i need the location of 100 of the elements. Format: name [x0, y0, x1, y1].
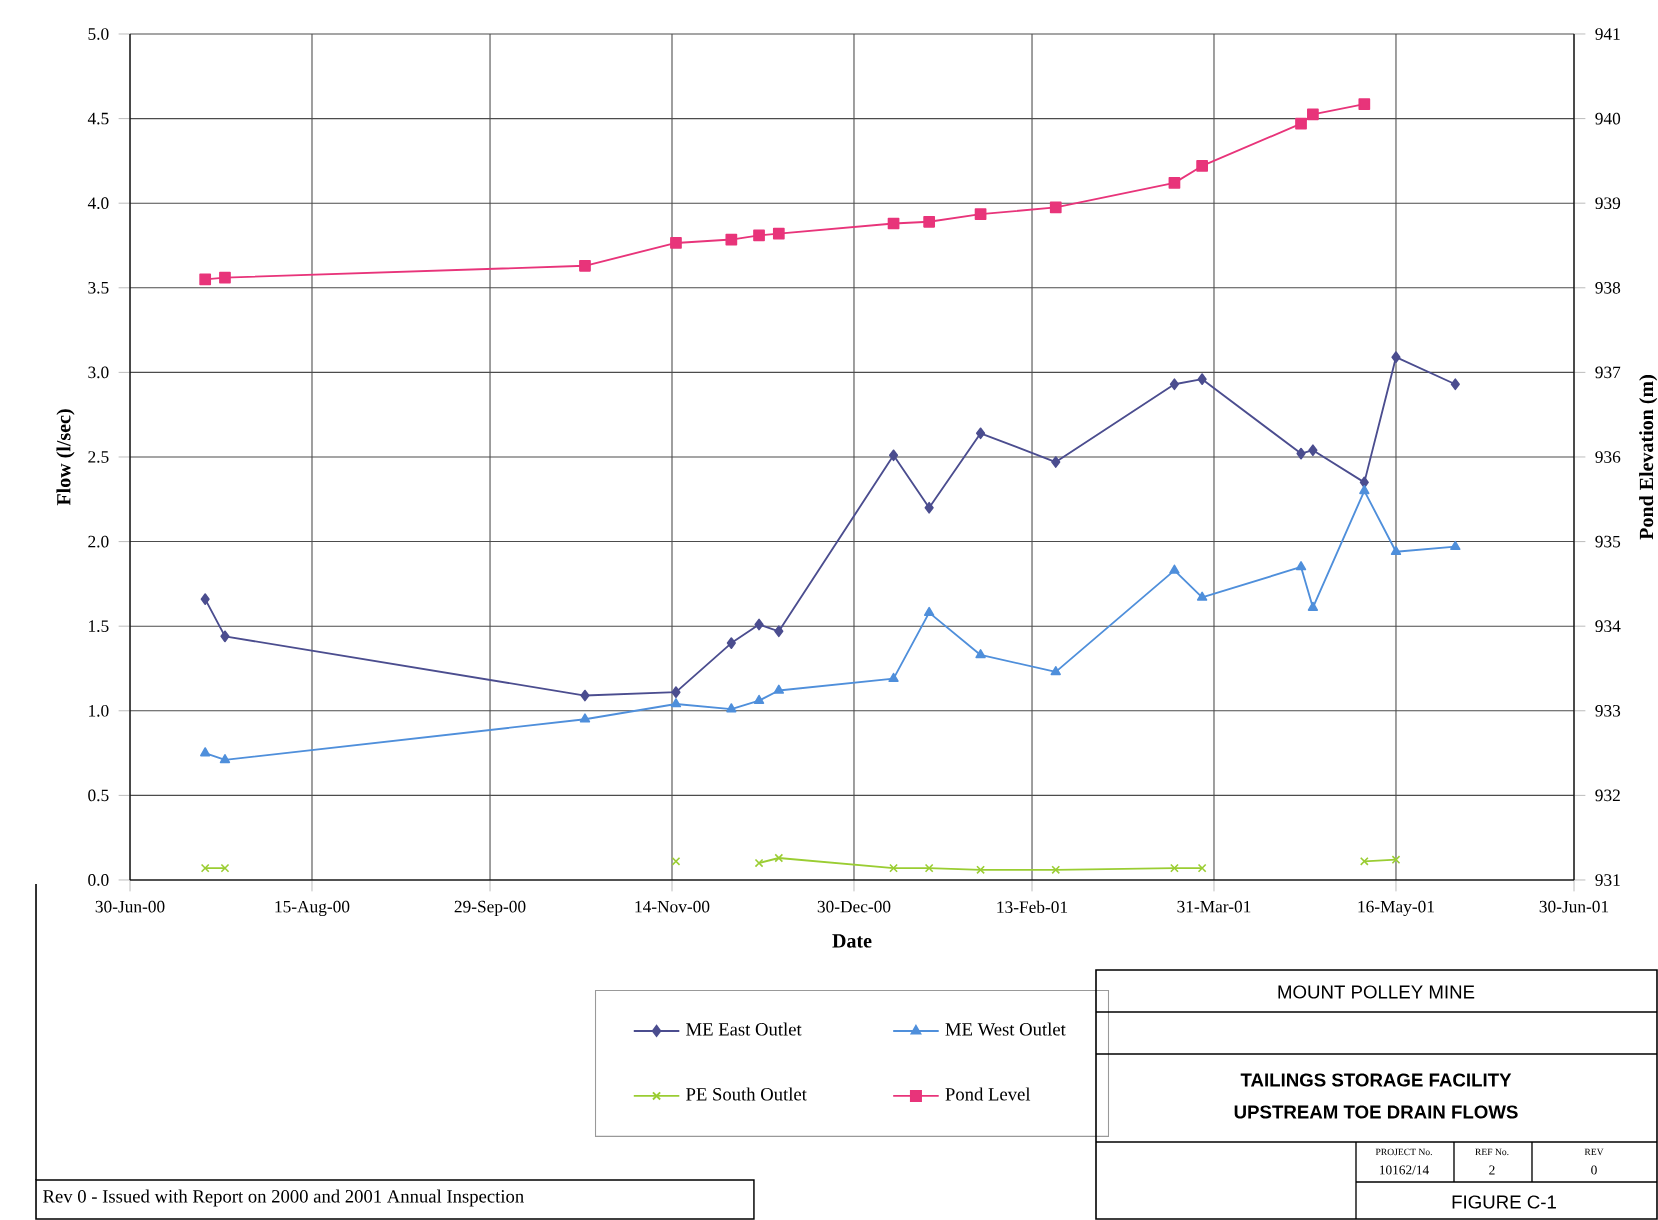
y2-tick-label: 933 — [1595, 704, 1621, 717]
y2-axis-title: Pond Elevation (m) — [1639, 375, 1658, 540]
point — [1295, 561, 1307, 571]
y-tick-label: 4.0 — [87, 197, 109, 210]
y-tick-label: 2.5 — [88, 451, 109, 463]
point — [1295, 117, 1307, 130]
point — [887, 217, 900, 230]
point — [671, 686, 681, 699]
point — [199, 747, 211, 757]
point — [1296, 447, 1306, 460]
point — [726, 703, 737, 713]
y-tick-label: 3.5 — [88, 281, 109, 294]
legend-label: ME West Outlet — [945, 1022, 1066, 1036]
text: MOUNT POLLEY MINE — [1278, 985, 1475, 999]
point — [1197, 373, 1207, 386]
x-tick-label: 16-May-01 — [1358, 900, 1434, 917]
point — [1359, 484, 1370, 495]
x-axis-title: Date — [832, 934, 872, 948]
point — [754, 858, 764, 868]
y-tick-label: 5.0 — [88, 28, 109, 40]
x-tick-label: 30-Dec-00 — [817, 900, 891, 913]
y-axis-title: Flow (l/sec) — [56, 409, 75, 506]
point — [1197, 863, 1207, 873]
y2-tick-label: 935 — [1595, 535, 1621, 548]
legend-label: Pond Level — [945, 1087, 1031, 1101]
x-tick-label: 29-Sep-00 — [454, 900, 526, 916]
point — [670, 237, 682, 249]
point — [1307, 601, 1319, 611]
point — [1390, 545, 1402, 556]
y-tick-label: 3.0 — [88, 366, 109, 379]
y-tick-label: 1.0 — [89, 704, 109, 717]
legend-label: PE South Outlet — [686, 1087, 807, 1101]
y2-tick-label: 937 — [1595, 366, 1621, 379]
point — [200, 593, 210, 605]
point — [1450, 540, 1461, 550]
x-tick-label: 30-Jun-00 — [95, 900, 165, 913]
point — [1051, 865, 1061, 875]
y-tick-label: 0.0 — [88, 874, 109, 886]
text: TAILINGS STORAGE FACILITY — [1240, 1073, 1512, 1087]
point — [670, 698, 682, 708]
point — [1168, 177, 1181, 189]
y2-tick-label: 941 — [1595, 28, 1620, 40]
point — [219, 271, 231, 284]
point — [220, 630, 230, 643]
point — [1391, 351, 1401, 364]
y-tick-label: 0.5 — [88, 789, 109, 802]
y2-tick-label: 931 — [1595, 874, 1620, 886]
point — [754, 618, 764, 631]
y2-tick-label: 932 — [1595, 789, 1620, 802]
point — [975, 427, 986, 440]
point — [1169, 378, 1180, 391]
point — [753, 229, 765, 242]
x-tick-label: 14-Nov-00 — [635, 900, 710, 913]
point — [772, 227, 785, 240]
x-tick-label: 15-Aug-00 — [275, 900, 350, 917]
point — [888, 672, 899, 682]
point — [671, 856, 681, 866]
point — [774, 853, 784, 863]
y2-tick-label: 936 — [1595, 451, 1621, 463]
text: FIGURE C-1 — [1452, 1195, 1556, 1209]
point — [1196, 591, 1208, 601]
point — [924, 501, 934, 514]
point — [726, 637, 736, 649]
point — [975, 649, 986, 659]
point — [1308, 444, 1318, 457]
y2-tick-label: 939 — [1595, 197, 1621, 209]
point — [889, 863, 898, 873]
x-tick-label: 13-Feb-01 — [997, 900, 1068, 913]
point — [1169, 564, 1180, 574]
y2-tick-label: 934 — [1595, 620, 1621, 632]
point — [888, 449, 899, 462]
point — [773, 684, 784, 694]
point — [219, 753, 231, 764]
legend-label: ME East Outlet — [686, 1022, 802, 1036]
point — [580, 689, 590, 702]
point — [1196, 160, 1208, 172]
point — [753, 694, 765, 704]
point — [1307, 108, 1319, 121]
text: UPSTREAM TOE DRAIN FLOWS — [1234, 1105, 1518, 1119]
point — [725, 233, 738, 246]
point — [974, 208, 987, 221]
text: Rev 0 - Issued with Report on 2000 and 2001 Annual Inspection — [43, 1189, 524, 1207]
y2-tick-label: 940 — [1595, 112, 1621, 125]
point — [923, 215, 936, 228]
point — [1450, 378, 1460, 391]
point — [1050, 666, 1061, 676]
point — [579, 713, 591, 723]
point — [923, 606, 935, 616]
point — [976, 865, 985, 875]
point — [774, 625, 784, 638]
y-tick-label: 4.5 — [87, 112, 109, 125]
point — [220, 863, 230, 873]
x-tick-label: 31-Mar-01 — [1177, 900, 1251, 913]
point — [1049, 201, 1062, 214]
y2-tick-label: 938 — [1595, 281, 1621, 294]
point — [1359, 856, 1369, 866]
point — [1358, 98, 1371, 111]
x-tick-label: 30-Jun-01 — [1539, 900, 1609, 913]
y-tick-label: 2.0 — [88, 535, 109, 548]
point — [1051, 456, 1061, 468]
